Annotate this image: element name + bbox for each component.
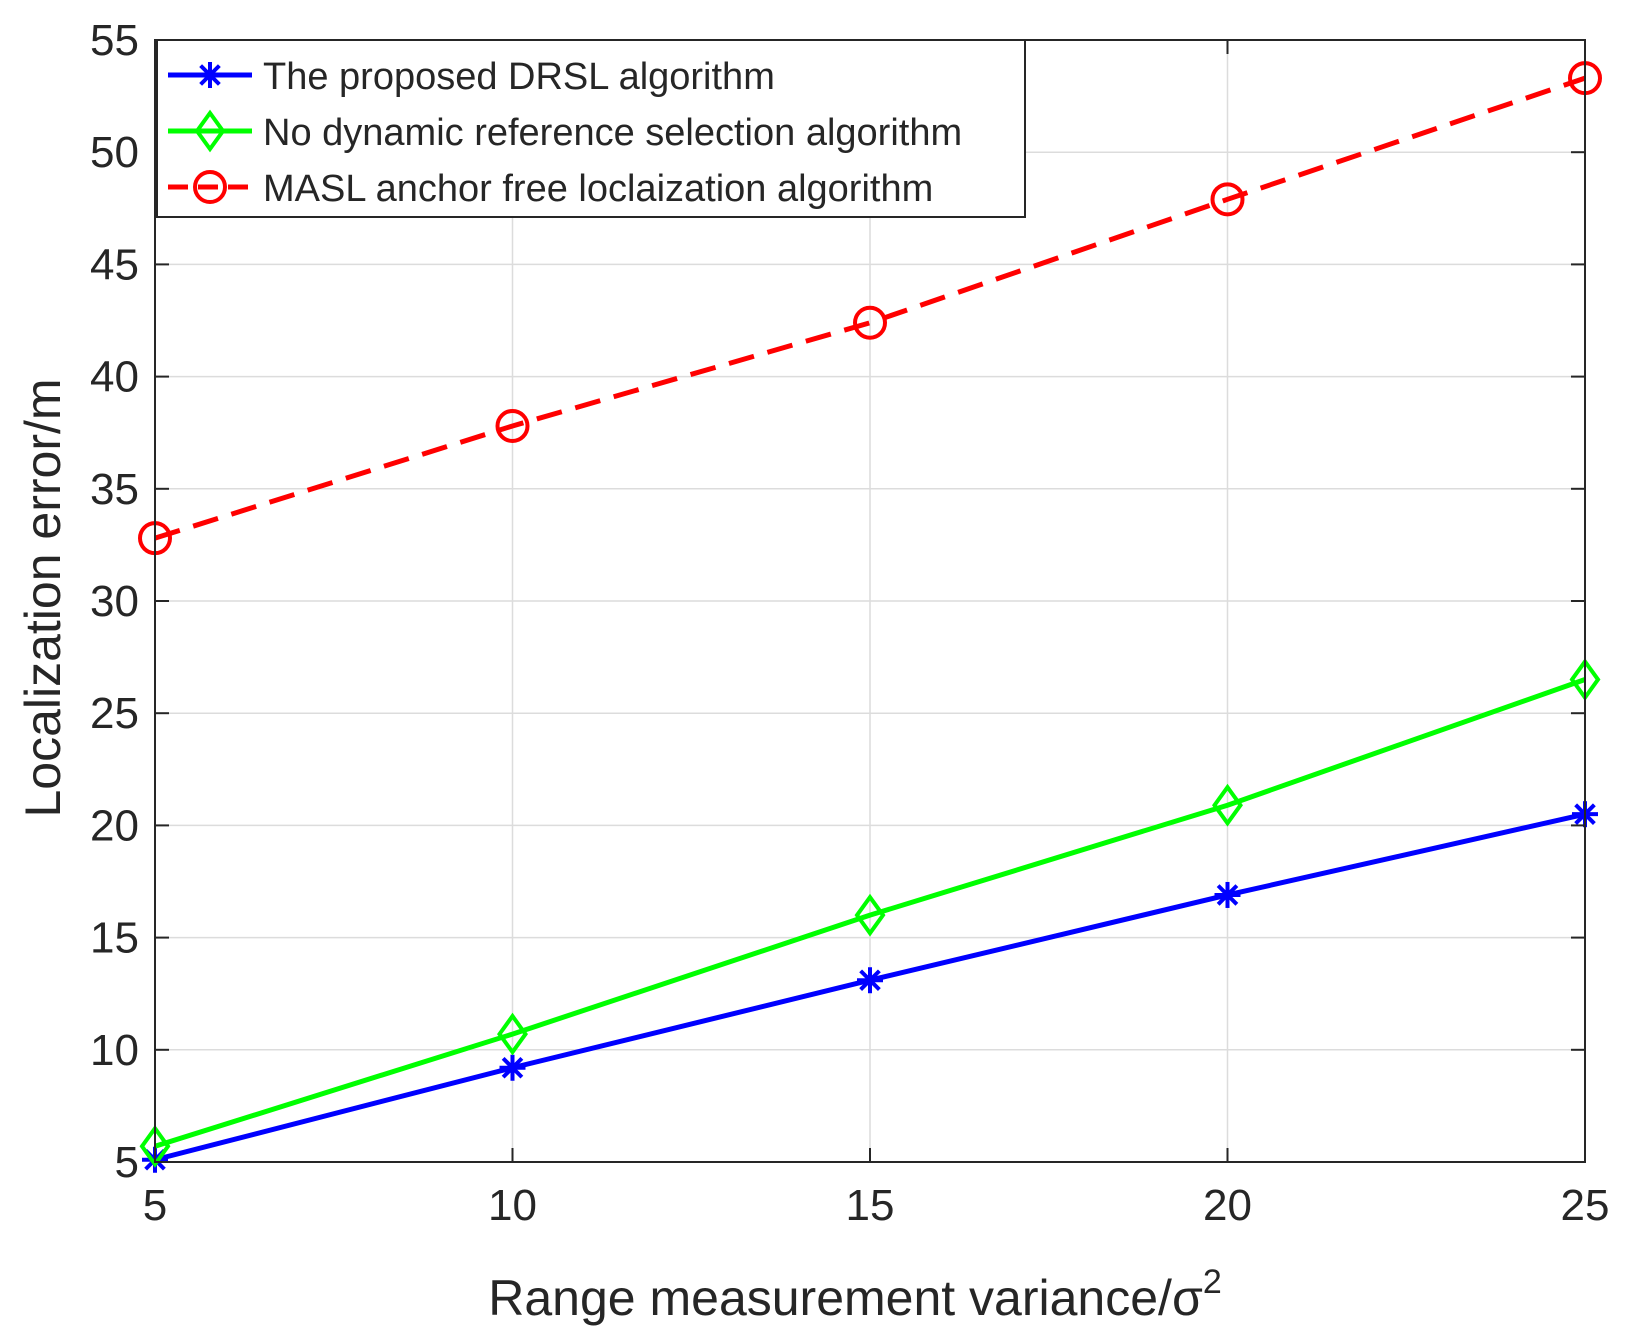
legend-marker [194, 109, 226, 153]
x-axis-label: Range measurement variance/σ2 [488, 1263, 1221, 1326]
x-tick-label: 20 [1203, 1181, 1252, 1230]
x-tick-label: 5 [143, 1181, 167, 1230]
legend-item: The proposed DRSL algorithm [168, 56, 775, 98]
data-point-asterisk [499, 1054, 526, 1081]
y-tick-label: 5 [115, 1138, 139, 1187]
y-tick-label: 20 [90, 801, 139, 850]
legend-item: No dynamic reference selection algorithm [168, 109, 962, 154]
legend-label: MASL anchor free loclaization algorithm [263, 168, 933, 210]
x-tick-label: 15 [846, 1181, 895, 1230]
y-tick-label: 30 [90, 577, 139, 626]
series-2 [139, 658, 1601, 1168]
legend-box [156, 39, 1026, 218]
x-axis-label-text: Range measurement variance/σ [488, 1270, 1203, 1326]
x-axis-label-superscript: 2 [1203, 1263, 1222, 1301]
y-tick-label: 45 [90, 240, 139, 289]
data-point-circle [1210, 182, 1245, 217]
y-axis-label: Localization error/m [15, 378, 71, 817]
data-point-asterisk [857, 967, 883, 994]
legend-marker [197, 62, 223, 88]
legend-item: MASL anchor free loclaization algorithm [168, 168, 933, 210]
y-tick-label: 10 [90, 1026, 139, 1075]
data-point-diamond [854, 893, 886, 937]
data-point-diamond [139, 1124, 171, 1168]
legend-marker [193, 170, 227, 204]
axis-ticks: 5 10 15 20 25 5 10 15 20 25 30 35 40 45 50 55 [90, 16, 1609, 1230]
y-tick-label: 50 [90, 128, 139, 177]
series-line [154, 677, 1586, 1149]
y-tick-label: 55 [90, 16, 139, 65]
y-tick-label: 35 [90, 465, 139, 514]
series-line [154, 75, 1586, 541]
legend-label: No dynamic reference selection algorithm [263, 112, 962, 154]
data-point-circle [495, 408, 530, 443]
legend-label: The proposed DRSL algorithm [263, 56, 775, 98]
legend: The proposed DRSL algorithm No dynamic re… [156, 39, 1026, 218]
data-point-diamond [497, 1012, 528, 1056]
x-tick-label: 25 [1561, 1181, 1610, 1230]
data-point-diamond [1212, 783, 1243, 827]
x-tick-label: 10 [488, 1181, 537, 1230]
data-point-circle [853, 305, 887, 340]
data-point-asterisk [1214, 881, 1241, 908]
y-tick-label: 25 [90, 689, 139, 738]
y-tick-label: 40 [90, 353, 139, 402]
y-tick-label: 15 [90, 914, 139, 963]
